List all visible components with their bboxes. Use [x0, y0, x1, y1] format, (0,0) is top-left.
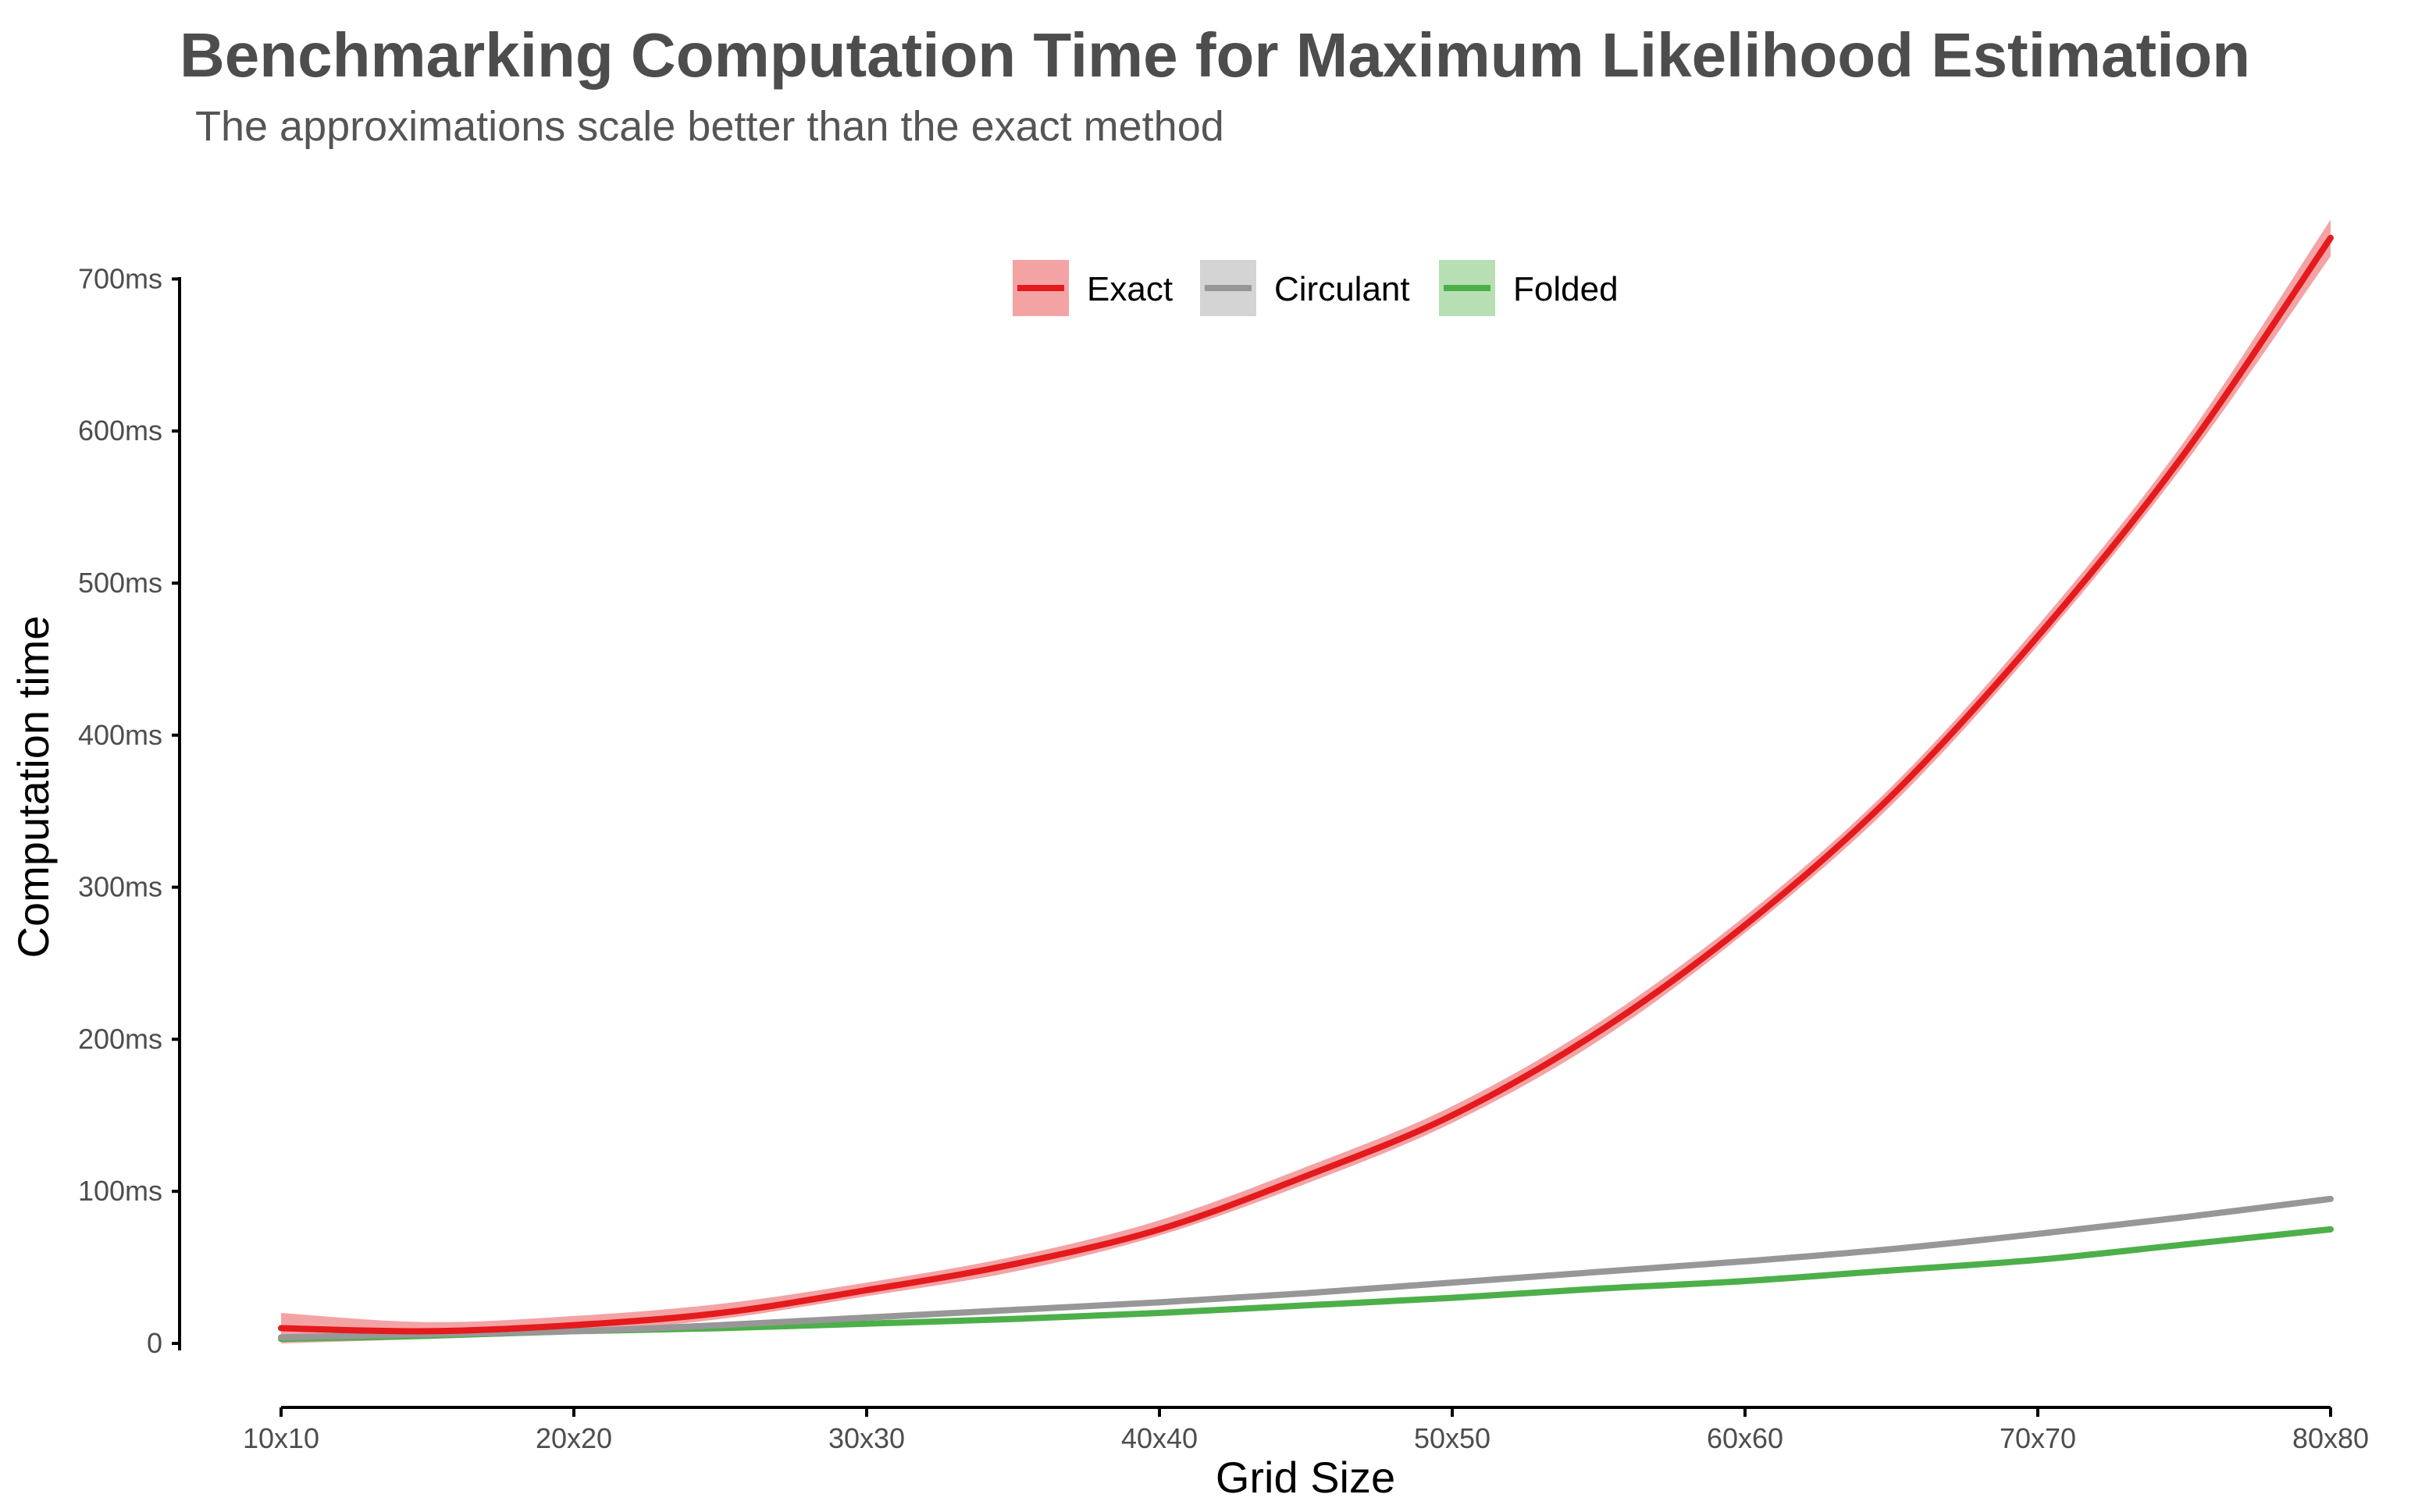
y-tick-label: 0 — [147, 1327, 162, 1359]
legend-label-exact: Exact — [1087, 270, 1173, 308]
x-axis-ticks: 10x10 20x20 30x30 40x40 50x50 60x60 70x70 80x80 — [243, 1407, 2369, 1454]
y-tick-label: 300ms — [78, 871, 162, 903]
x-tick-label: 80x80 — [2292, 1422, 2369, 1454]
legend-item-exact: Exact — [1013, 260, 1173, 316]
y-tick-label: 500ms — [78, 567, 162, 599]
x-tick-label: 50x50 — [1414, 1422, 1490, 1454]
series-lines — [278, 234, 2334, 1343]
y-tick-label: 700ms — [78, 262, 162, 294]
line-circulant — [278, 1195, 2334, 1341]
y-tick-label: 200ms — [78, 1023, 162, 1055]
legend-item-folded: Folded — [1439, 260, 1619, 316]
y-tick-label: 600ms — [78, 414, 162, 446]
legend-label-circulant: Circulant — [1274, 270, 1410, 308]
legend: Exact Circulant Folded — [1013, 260, 1619, 316]
x-tick-label: 70x70 — [2000, 1422, 2076, 1454]
y-tick-label: 100ms — [78, 1175, 162, 1207]
line-exact — [278, 234, 2334, 1335]
x-tick-label: 40x40 — [1121, 1422, 1198, 1454]
x-tick-label: 10x10 — [243, 1422, 319, 1454]
x-tick-label: 60x60 — [1707, 1422, 1783, 1454]
y-axis-ticks: 0 100ms 200ms 300ms 400ms 500ms 600ms 700ms — [78, 262, 180, 1359]
chart-subtitle: The approximations scale better than the… — [195, 103, 1224, 150]
chart-title: Benchmarking Computation Time for Maximu… — [180, 20, 2250, 90]
legend-label-folded: Folded — [1513, 270, 1619, 308]
y-tick-label: 400ms — [78, 719, 162, 751]
x-axis-label: Grid Size — [1216, 1453, 1395, 1502]
x-tick-label: 30x30 — [828, 1422, 905, 1454]
y-axis-label: Computation time — [9, 616, 58, 959]
x-tick-label: 20x20 — [536, 1422, 612, 1454]
legend-item-circulant: Circulant — [1200, 260, 1410, 316]
